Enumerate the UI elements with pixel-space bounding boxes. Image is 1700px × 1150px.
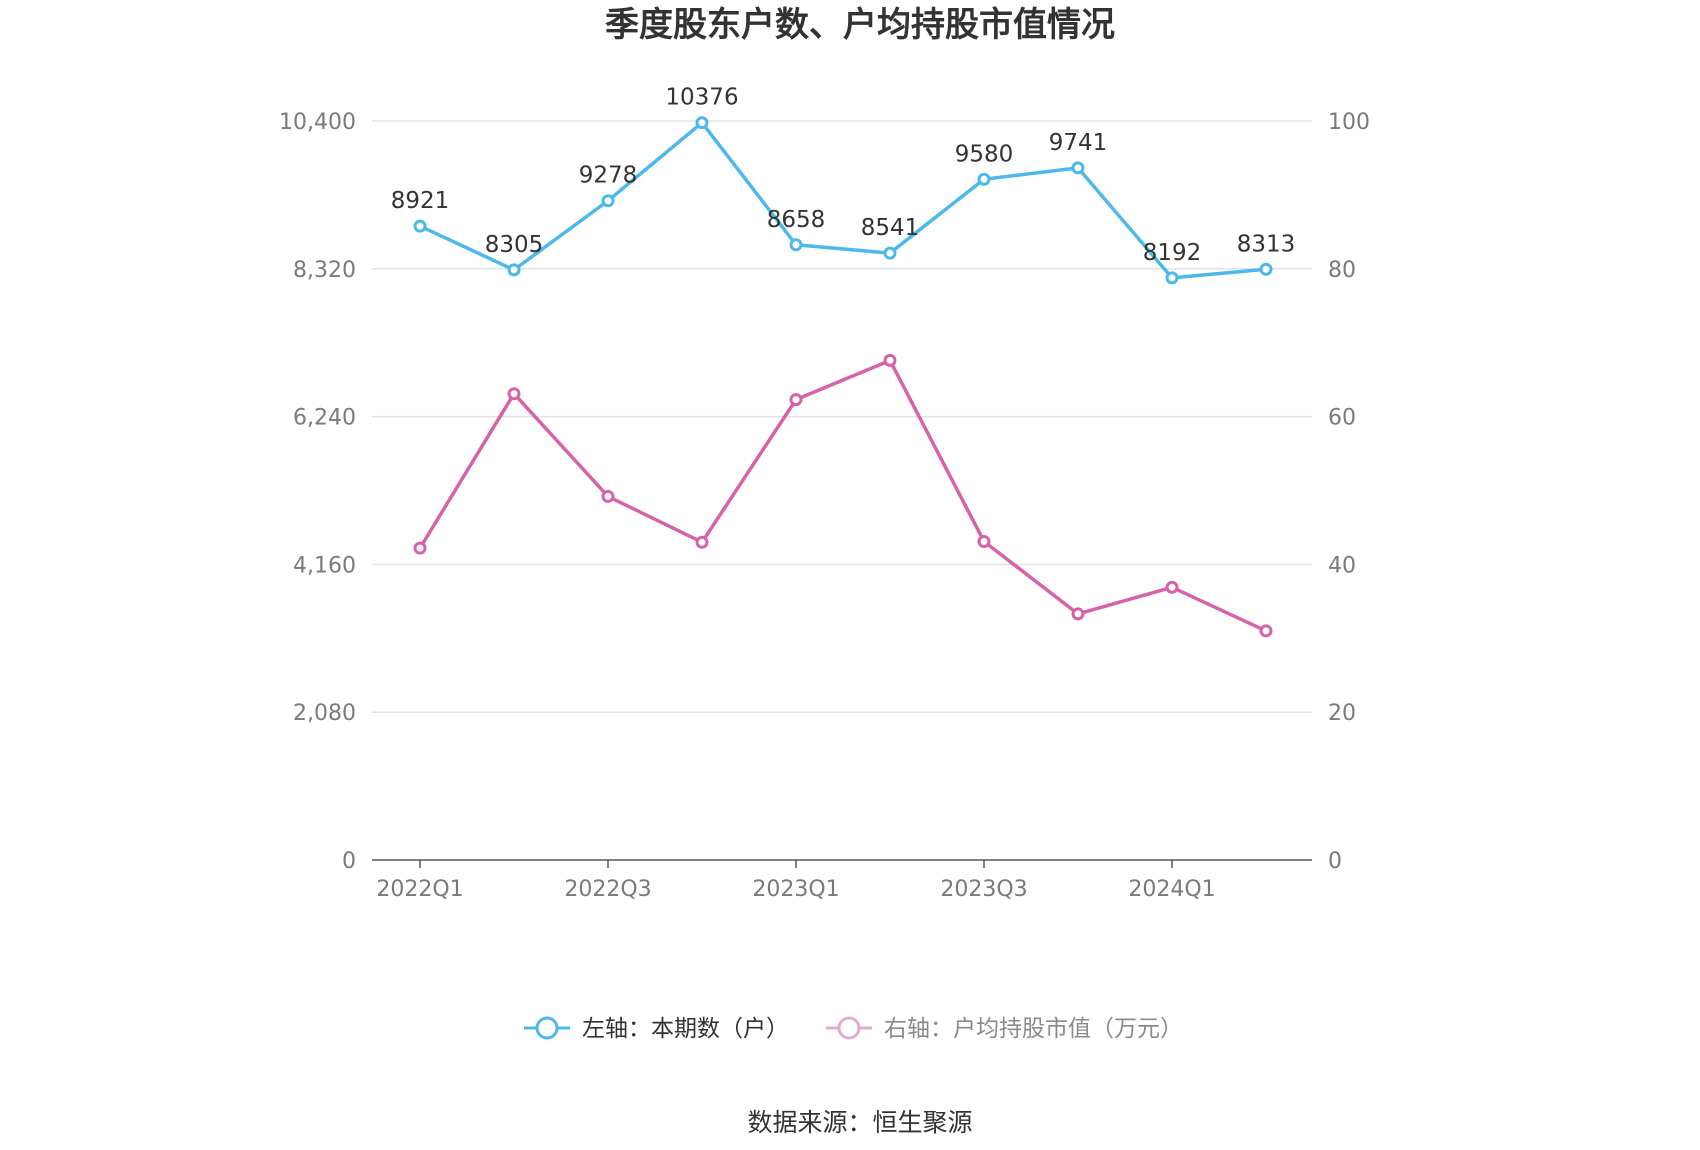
legend: 左轴：本期数（户） 右轴：户均持股市值（万元） [524, 1016, 1183, 1042]
x-axis: 2022Q1 2022Q3 2023Q1 2023Q3 2024Q1 [372, 859, 1312, 902]
data-point-0[interactable] [601, 194, 615, 208]
right-tick-label: 80 [1328, 258, 1356, 283]
data-point-0[interactable] [977, 172, 991, 186]
data-point-0[interactable] [695, 116, 709, 130]
grid-lines [372, 120, 1312, 713]
data-point-1[interactable] [507, 387, 521, 401]
data-labels: 8921 8305 9278 10376 8658 8541 9580 9741 8192 831… [391, 85, 1296, 266]
data-label: 9741 [1049, 130, 1108, 156]
data-point-0[interactable] [413, 219, 427, 233]
data-point-0[interactable] [1165, 271, 1179, 285]
data-label: 8541 [861, 215, 920, 241]
left-tick-label: 8,320 [293, 258, 356, 283]
data-point-0[interactable] [1259, 262, 1273, 276]
x-tick-label: 2022Q3 [564, 877, 651, 902]
data-point-1[interactable] [977, 534, 991, 548]
series-line-0 [419, 120, 1267, 280]
series-line-1 [418, 358, 1267, 633]
right-tick-label: 40 [1328, 553, 1356, 578]
left-tick-label: 4,160 [293, 553, 356, 578]
legend-label-market-value: 右轴：户均持股市值（万元） [884, 1016, 1183, 1042]
legend-label-households: 左轴：本期数（户） [582, 1016, 789, 1042]
data-label: 9580 [955, 141, 1014, 167]
data-point-0[interactable] [789, 238, 803, 252]
data-point-0[interactable] [883, 246, 897, 260]
data-point-1[interactable] [601, 489, 615, 503]
data-point-1[interactable] [1071, 607, 1085, 621]
legend-item-market-value[interactable]: 右轴：户均持股市值（万元） [826, 1016, 1183, 1042]
data-source: 数据来源：恒生聚源 [747, 1108, 972, 1137]
data-point-1[interactable] [1259, 624, 1273, 638]
left-tick-label: 0 [342, 849, 356, 874]
data-label: 8313 [1237, 231, 1296, 257]
left-tick-label: 2,080 [293, 701, 356, 726]
series-layer [413, 116, 1273, 638]
chart-title: 季度股东户数、户均持股市值情况 [605, 5, 1115, 45]
x-tick-label: 2023Q3 [940, 877, 1027, 902]
data-label: 9278 [579, 163, 638, 189]
right-tick-label: 100 [1328, 110, 1370, 135]
left-tick-label: 10,400 [279, 110, 356, 135]
right-tick-label: 60 [1328, 406, 1356, 431]
data-point-1[interactable] [695, 535, 709, 549]
data-point-0[interactable] [507, 263, 521, 277]
data-label: 8192 [1143, 240, 1202, 266]
legend-marker-market-value [837, 1016, 861, 1040]
right-tick-label: 20 [1328, 701, 1356, 726]
data-label: 8658 [767, 207, 826, 233]
data-point-1[interactable] [413, 541, 427, 555]
x-tick-label: 2022Q1 [376, 877, 463, 902]
right-axis-ticks: 0 20 40 60 80 100 [1328, 110, 1370, 874]
data-point-1[interactable] [883, 353, 897, 367]
data-point-0[interactable] [1071, 161, 1085, 175]
legend-item-households[interactable]: 左轴：本期数（户） [524, 1016, 789, 1042]
left-axis-ticks: 0 2,080 4,160 6,240 8,320 10,400 [279, 110, 356, 874]
data-label: 8921 [391, 188, 450, 214]
x-tick-label: 2023Q1 [752, 877, 839, 902]
data-label: 8305 [485, 232, 544, 258]
data-label: 10376 [665, 85, 738, 111]
right-tick-label: 0 [1328, 849, 1342, 874]
data-point-1[interactable] [1165, 580, 1179, 594]
data-point-1[interactable] [789, 393, 803, 407]
left-tick-label: 6,240 [293, 406, 356, 431]
x-tick-label: 2024Q1 [1128, 877, 1215, 902]
legend-marker-households [535, 1016, 559, 1040]
